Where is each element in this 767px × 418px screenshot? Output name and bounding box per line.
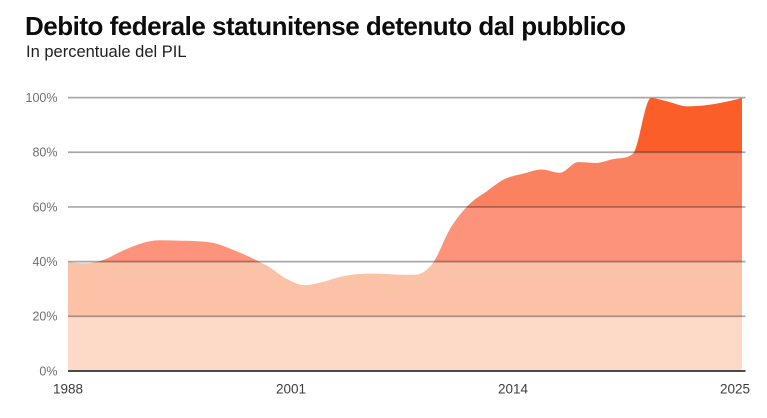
area-band-60-80 bbox=[68, 152, 742, 207]
y-tick-label: 0% bbox=[39, 364, 57, 378]
y-tick-label: 80% bbox=[32, 146, 57, 160]
area-band-20-40 bbox=[68, 261, 742, 317]
x-tick-label: 2014 bbox=[498, 382, 529, 397]
y-tick-label: 100% bbox=[26, 91, 58, 105]
y-tick-label: 40% bbox=[32, 255, 57, 269]
chart-title: Debito federale statunitense detenuto da… bbox=[25, 11, 626, 41]
y-tick-label: 60% bbox=[32, 200, 57, 214]
x-tick-label: 2001 bbox=[276, 382, 306, 397]
chart-subtitle: In percentuale del PIL bbox=[26, 43, 187, 61]
y-tick-label: 20% bbox=[32, 310, 57, 324]
area-band-80-100 bbox=[68, 98, 742, 153]
x-tick-label: 2025 bbox=[720, 382, 750, 397]
area-band-40-60 bbox=[68, 206, 742, 262]
area-band-0-20 bbox=[68, 316, 742, 371]
x-tick-label: 1988 bbox=[53, 382, 83, 397]
